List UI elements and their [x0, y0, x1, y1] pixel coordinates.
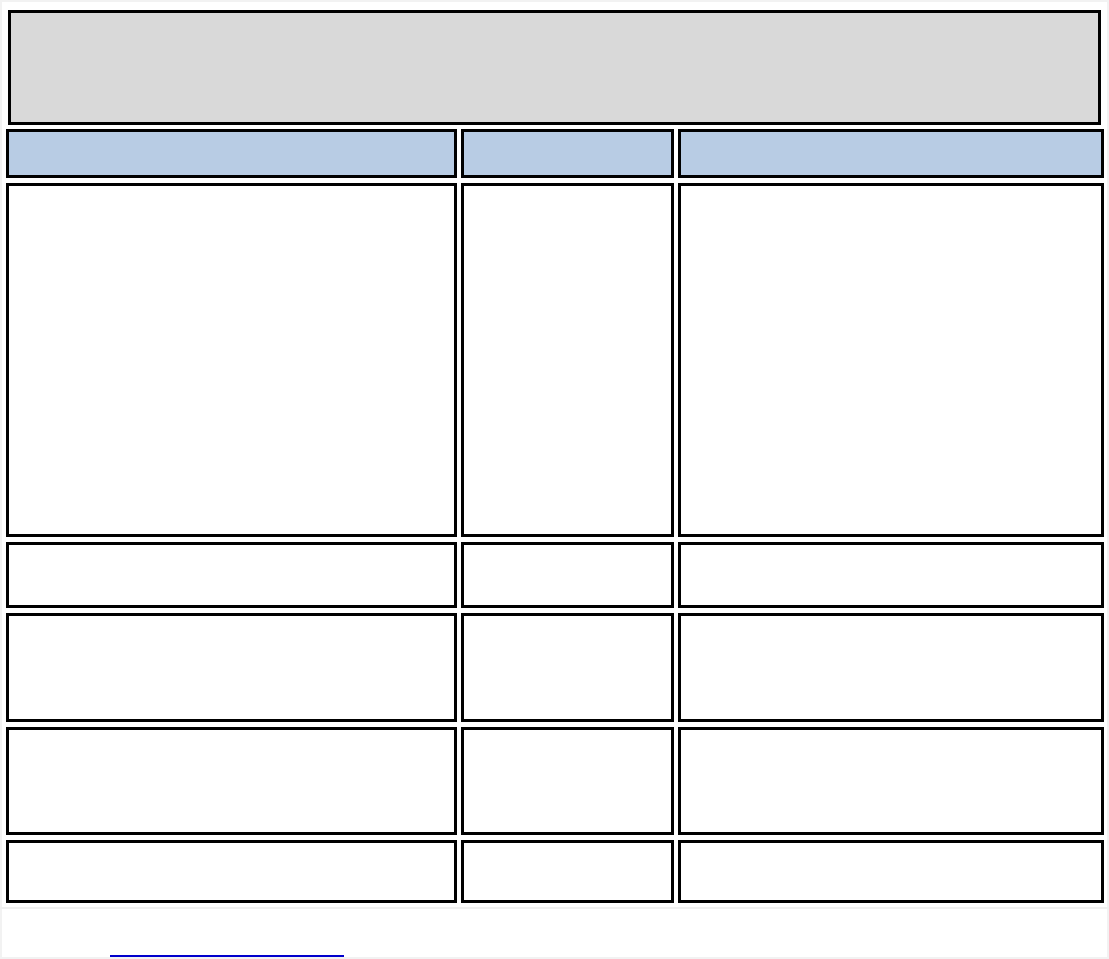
table-row — [6, 727, 1104, 835]
table-header-cell-1 — [6, 129, 457, 178]
table-cell — [6, 613, 457, 722]
table-cell — [460, 183, 675, 537]
table-cell — [678, 727, 1104, 835]
table-cell — [678, 542, 1104, 608]
table-row — [6, 183, 1104, 537]
table-row — [6, 613, 1104, 722]
table-cell — [6, 727, 457, 835]
table-cell — [6, 542, 457, 608]
table-cell — [460, 542, 675, 608]
table-cell — [460, 840, 675, 903]
footer-hyperlink[interactable] — [110, 955, 344, 957]
table-header-cell-3 — [678, 129, 1104, 178]
table-row — [6, 542, 1104, 608]
table-body — [6, 183, 1104, 903]
page-bottom-rule — [0, 907, 1109, 909]
table-header-cell-2 — [460, 129, 675, 178]
table-cell — [678, 840, 1104, 903]
table-cell — [460, 613, 675, 722]
table-cell — [6, 840, 457, 903]
table-cell — [678, 183, 1104, 537]
table-header-row — [6, 129, 1104, 178]
document-header-box — [8, 10, 1101, 125]
table-cell — [678, 613, 1104, 722]
table-cell — [460, 727, 675, 835]
table-row — [6, 840, 1104, 903]
form-table — [2, 124, 1108, 908]
table-cell — [6, 183, 457, 537]
